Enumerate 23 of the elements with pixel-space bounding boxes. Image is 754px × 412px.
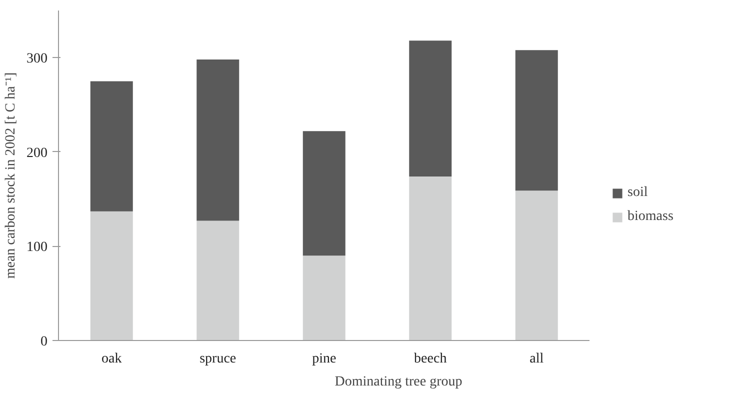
bar [515, 50, 558, 191]
bar [515, 190, 558, 340]
y-axis-title: mean carbon stock in 2002 [t C ha⁻¹] [4, 72, 18, 279]
bar [409, 40, 452, 176]
bar [196, 220, 240, 340]
bar [196, 60, 240, 221]
y-tick-label: 100 [26, 240, 48, 256]
legend-label: biomass [628, 208, 674, 224]
x-axis-title: Dominating tree group [334, 374, 462, 390]
x-tick-label: spruce [200, 352, 236, 366]
x-tick-label: pine [312, 352, 336, 366]
y-tick-label: 0 [40, 334, 48, 350]
legend-label: soil [628, 184, 648, 200]
bar [302, 131, 346, 256]
bar [302, 256, 346, 340]
y-tick-label: 200 [26, 146, 48, 161]
bar [90, 81, 133, 212]
x-tick-label: beech [414, 352, 447, 366]
y-tick-label: 300 [26, 52, 48, 67]
x-tick-label: all [530, 352, 544, 366]
bar [409, 176, 452, 340]
bar [90, 211, 133, 340]
x-tick-label: oak [102, 352, 122, 366]
